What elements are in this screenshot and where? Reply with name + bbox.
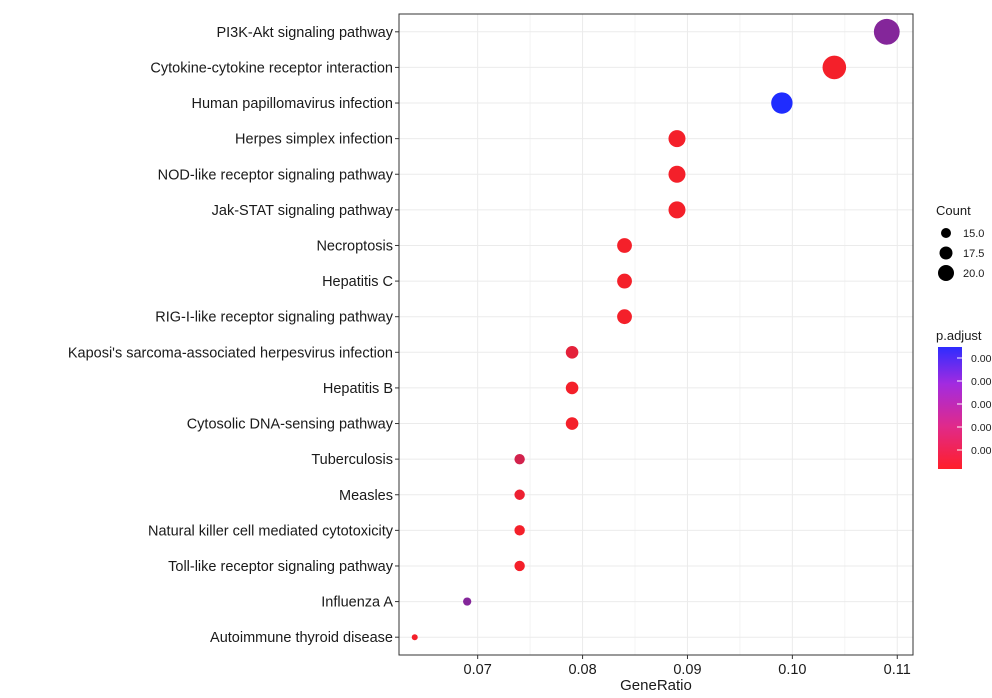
data-point [514, 453, 525, 465]
legend-padjust: p.adjust 0.00 0.00 0.00 0.00 0.00 [936, 328, 992, 469]
y-axis: PI3K-Akt signaling pathway Cytokine-cytok… [68, 25, 399, 646]
x-tick-label: 0.10 [778, 662, 806, 678]
data-point [617, 238, 632, 253]
data-point [463, 597, 472, 606]
legend-count-title: Count [936, 203, 971, 218]
y-tick-label: Kaposi's sarcoma-associated herpesvirus … [68, 345, 393, 361]
y-tick-label: Measles [339, 488, 393, 504]
data-point [514, 525, 525, 536]
legend-padjust-title: p.adjust [936, 328, 982, 343]
legend-count-label: 15.0 [963, 228, 984, 240]
data-point [822, 55, 847, 80]
y-tick-label: Necroptosis [316, 238, 393, 254]
data-point [565, 346, 579, 359]
data-point [411, 634, 418, 641]
data-point [565, 381, 579, 395]
legend-count: Count 15.0 17.5 20.0 [936, 203, 984, 281]
y-tick-label: Hepatitis B [323, 381, 393, 397]
legend-count-swatch [941, 228, 951, 238]
data-point [514, 560, 525, 572]
y-tick-label: Natural killer cell mediated cytotoxicit… [148, 523, 394, 539]
y-tick-label: Cytosolic DNA-sensing pathway [187, 417, 394, 433]
data-point [668, 165, 686, 183]
y-tick-label: Influenza A [321, 595, 393, 611]
y-tick-label: PI3K-Akt signaling pathway [216, 25, 393, 41]
legend-padjust-label: 0.00 [971, 445, 992, 457]
y-tick-label: Tuberculosis [311, 452, 393, 468]
y-tick-label: RIG-I-like receptor signaling pathway [155, 310, 393, 326]
points [411, 18, 900, 641]
y-tick-label: Autoimmune thyroid disease [210, 630, 393, 646]
grid [399, 14, 913, 655]
x-tick-label: 0.08 [568, 662, 596, 678]
legend-padjust-label: 0.00 [971, 422, 992, 434]
legend-count-label: 20.0 [963, 268, 984, 280]
legend-padjust-colorbar [938, 347, 962, 469]
x-axis-title: GeneRatio [620, 677, 692, 693]
data-point [617, 273, 632, 289]
legend-count-label: 17.5 [963, 248, 984, 260]
x-tick-label: 0.09 [673, 662, 701, 678]
legend-padjust-label: 0.00 [971, 399, 992, 411]
y-tick-label: Herpes simplex infection [235, 132, 393, 148]
y-tick-label: Human papillomavirus infection [192, 96, 394, 112]
data-point [873, 18, 900, 45]
x-tick-label: 0.07 [464, 662, 492, 678]
legend-count-swatch [938, 265, 954, 281]
legend-count-swatch [939, 246, 953, 260]
data-point [771, 92, 793, 114]
x-tick-label: 0.11 [884, 662, 911, 678]
data-point [668, 130, 686, 148]
data-point [668, 201, 686, 219]
y-tick-label: Hepatitis C [322, 274, 393, 290]
data-point [514, 489, 525, 500]
panel-border [398, 13, 914, 656]
y-tick-label: Jak-STAT signaling pathway [212, 203, 394, 219]
x-axis: 0.07 0.08 0.09 0.10 0.11 [464, 655, 911, 678]
legend-padjust-label: 0.00 [971, 353, 992, 365]
y-tick-label: NOD-like receptor signaling pathway [158, 167, 394, 183]
y-tick-label: Toll-like receptor signaling pathway [168, 559, 394, 575]
data-point [565, 417, 579, 430]
data-point [617, 309, 632, 325]
legend-padjust-label: 0.00 [971, 376, 992, 388]
y-tick-label: Cytokine-cytokine receptor interaction [150, 60, 393, 76]
